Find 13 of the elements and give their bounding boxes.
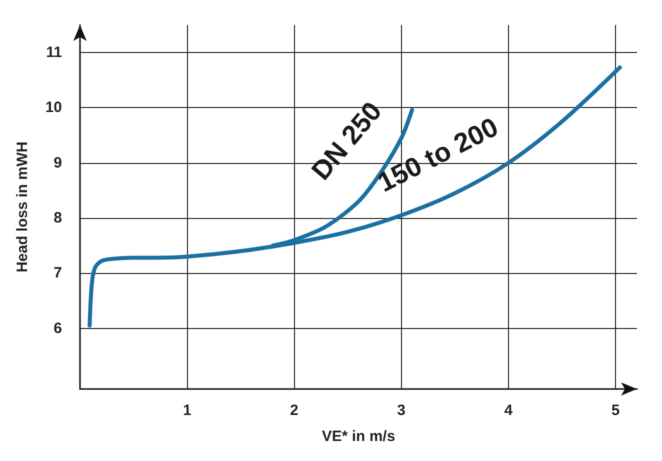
y-tick-label: 8 [54,210,62,227]
x-tick-label: 4 [504,402,514,419]
y-axis-title: Head loss in mWH [14,142,31,272]
y-tick-label: 6 [54,320,62,337]
y-tick-label: 10 [45,99,62,116]
x-tick-label: 1 [182,402,192,419]
x-tick-label: 3 [397,402,406,419]
y-tick-label: 7 [54,264,62,282]
x-tick-label: 5 [611,402,620,419]
x-tick-label: 2 [290,402,298,419]
y-tick-label: 9 [54,154,62,172]
x-axis-title: VE* in m/s [322,428,396,445]
y-tick-label: 11 [46,44,62,62]
